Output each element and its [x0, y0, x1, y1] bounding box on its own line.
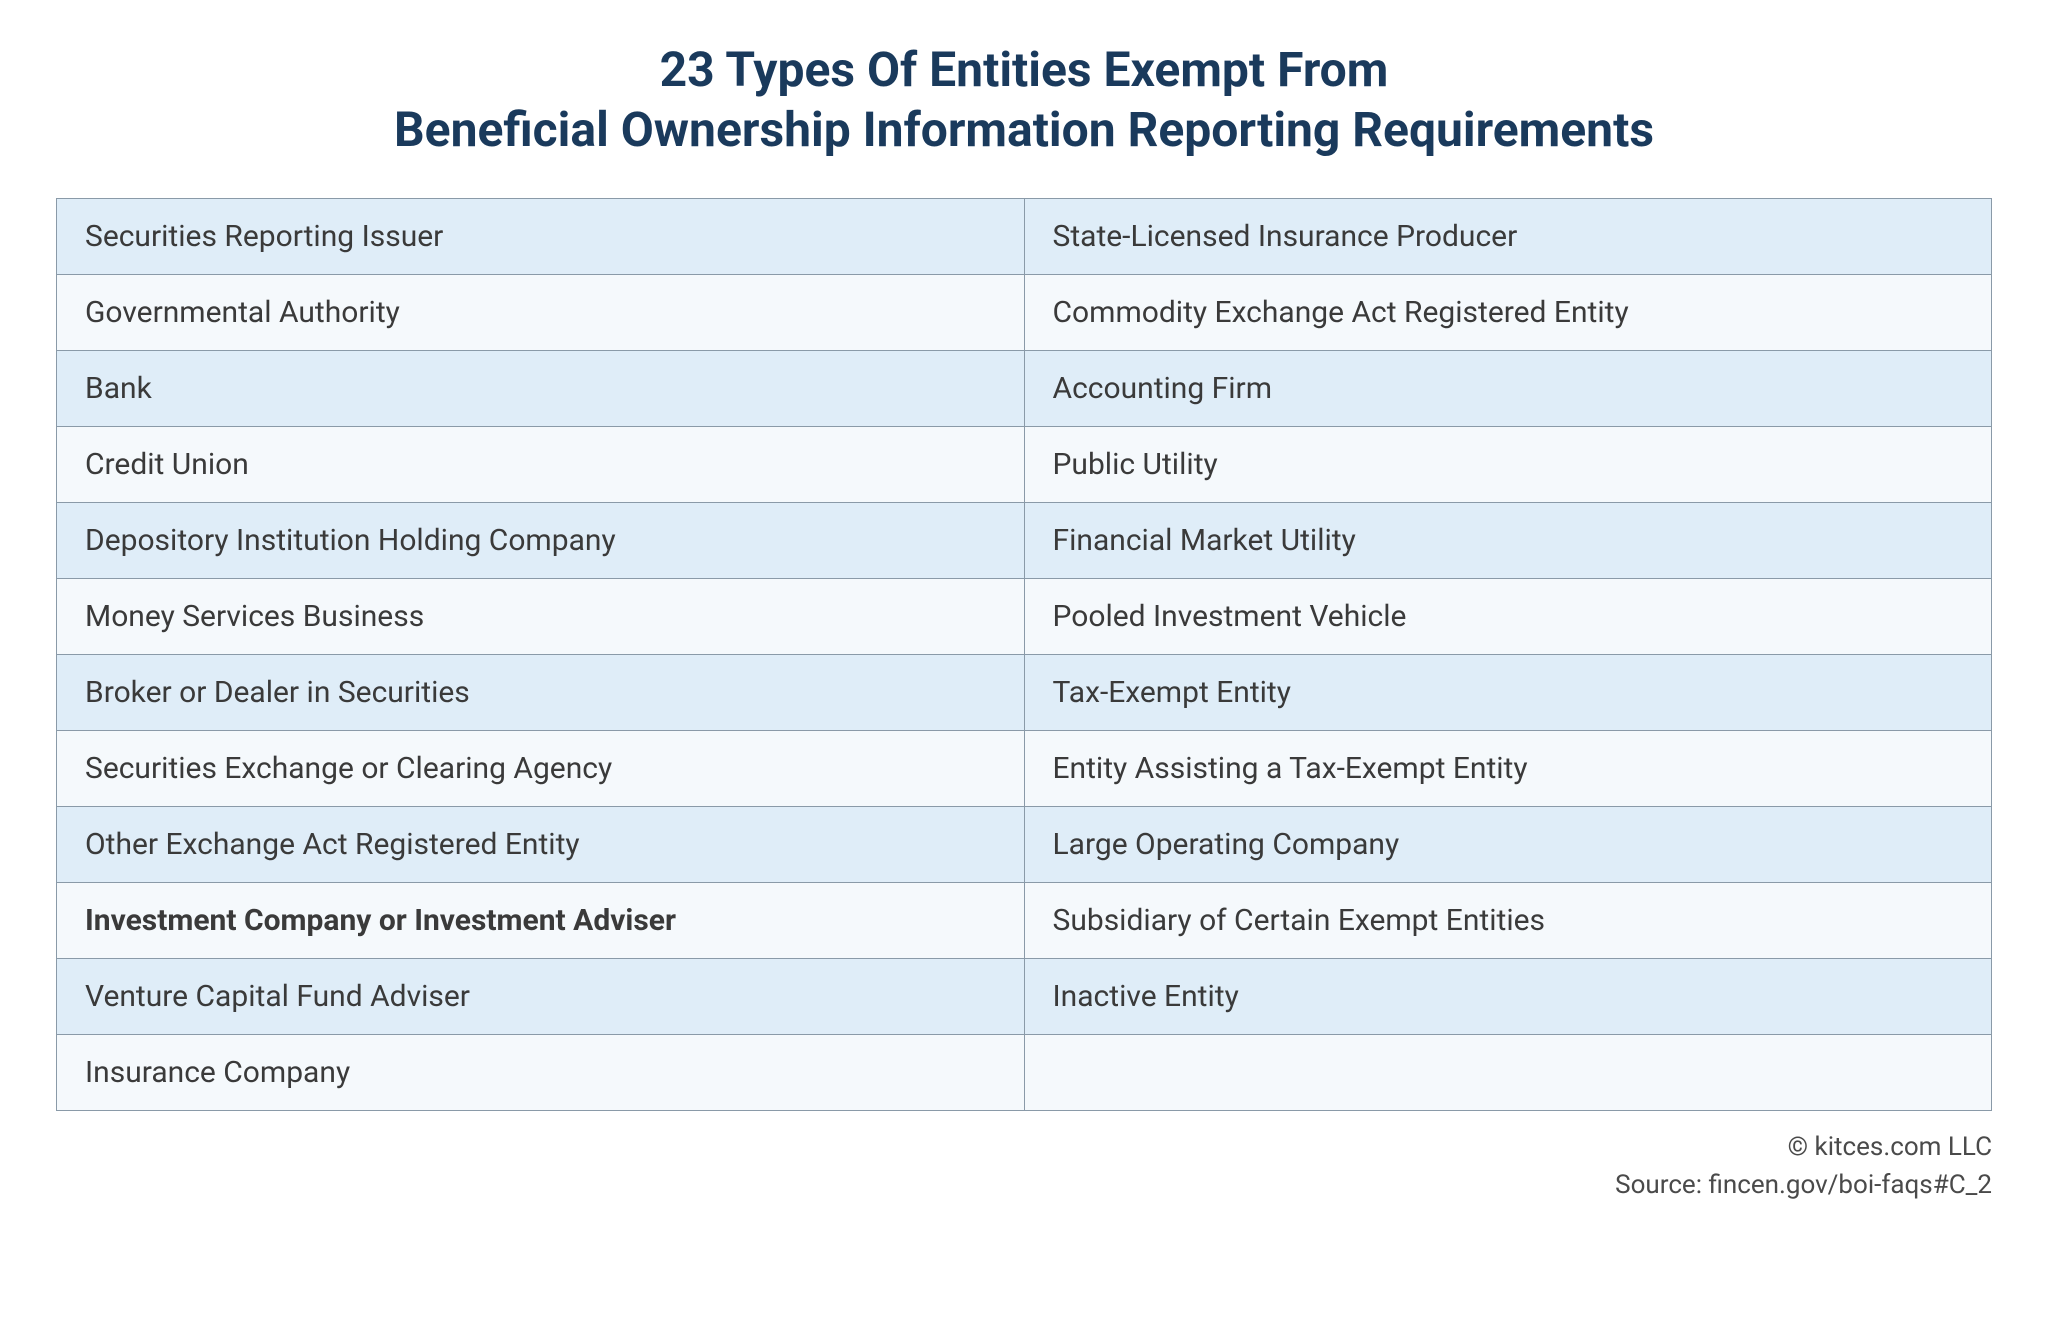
table-cell-left: Securities Reporting Issuer [57, 199, 1025, 275]
footer-copyright: © kitces.com LLC [56, 1129, 1992, 1167]
table-cell-right: Public Utility [1024, 427, 1992, 503]
table-row: Credit UnionPublic Utility [57, 427, 1992, 503]
table-cell-right: Accounting Firm [1024, 351, 1992, 427]
table-cell-left: Governmental Authority [57, 275, 1025, 351]
page-title: 23 Types Of Entities Exempt From Benefic… [56, 40, 1992, 160]
table-row: Governmental AuthorityCommodity Exchange… [57, 275, 1992, 351]
table-row: Depository Institution Holding CompanyFi… [57, 503, 1992, 579]
table-row: BankAccounting Firm [57, 351, 1992, 427]
exemptions-table: Securities Reporting IssuerState-License… [56, 198, 1992, 1111]
table-row: Securities Exchange or Clearing AgencyEn… [57, 731, 1992, 807]
table-row: Money Services BusinessPooled Investment… [57, 579, 1992, 655]
table-row: Broker or Dealer in SecuritiesTax-Exempt… [57, 655, 1992, 731]
table-cell-left: Broker or Dealer in Securities [57, 655, 1025, 731]
table-row: Securities Reporting IssuerState-License… [57, 199, 1992, 275]
table-cell-right: Subsidiary of Certain Exempt Entities [1024, 883, 1992, 959]
table-cell-left: Depository Institution Holding Company [57, 503, 1025, 579]
table-cell-left: Money Services Business [57, 579, 1025, 655]
table-row: Investment Company or Investment Adviser… [57, 883, 1992, 959]
table-cell-left: Insurance Company [57, 1035, 1025, 1111]
title-line-2: Beneficial Ownership Information Reporti… [394, 101, 1654, 158]
table-cell-right [1024, 1035, 1992, 1111]
table-cell-right: Tax-Exempt Entity [1024, 655, 1992, 731]
table-cell-right: Pooled Investment Vehicle [1024, 579, 1992, 655]
table-cell-right: State-Licensed Insurance Producer [1024, 199, 1992, 275]
table-row: Insurance Company [57, 1035, 1992, 1111]
table-cell-right: Inactive Entity [1024, 959, 1992, 1035]
table-cell-right: Financial Market Utility [1024, 503, 1992, 579]
table-cell-left: Other Exchange Act Registered Entity [57, 807, 1025, 883]
table-cell-left: Venture Capital Fund Adviser [57, 959, 1025, 1035]
table-cell-right: Entity Assisting a Tax-Exempt Entity [1024, 731, 1992, 807]
table-row: Other Exchange Act Registered EntityLarg… [57, 807, 1992, 883]
table-cell-left: Bank [57, 351, 1025, 427]
footer-source: Source: fincen.gov/boi-faqs#C_2 [56, 1167, 1992, 1205]
title-line-1: 23 Types Of Entities Exempt From [660, 41, 1389, 98]
table-cell-right: Commodity Exchange Act Registered Entity [1024, 275, 1992, 351]
table-row: Venture Capital Fund AdviserInactive Ent… [57, 959, 1992, 1035]
footer: © kitces.com LLC Source: fincen.gov/boi-… [56, 1129, 1992, 1204]
table-cell-left: Securities Exchange or Clearing Agency [57, 731, 1025, 807]
table-cell-right: Large Operating Company [1024, 807, 1992, 883]
table-cell-left: Investment Company or Investment Adviser [57, 883, 1025, 959]
exemptions-table-body: Securities Reporting IssuerState-License… [57, 199, 1992, 1111]
table-cell-left: Credit Union [57, 427, 1025, 503]
